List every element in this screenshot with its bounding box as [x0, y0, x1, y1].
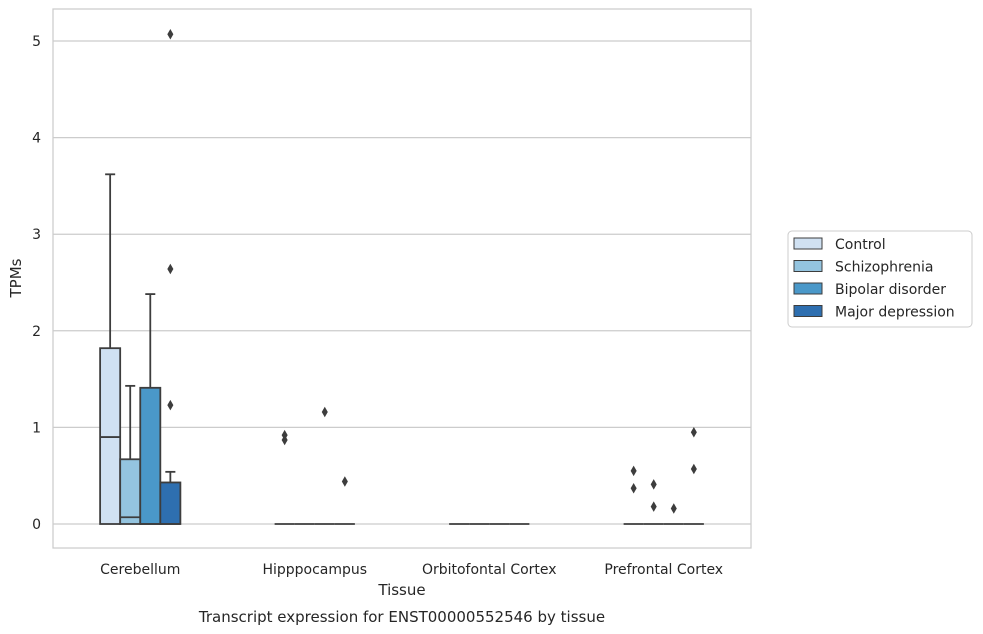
outlier-point	[281, 429, 288, 441]
y-tick-label: 3	[32, 227, 41, 243]
box-major-depression	[683, 426, 704, 525]
outlier-point	[341, 476, 348, 487]
y-tick-label: 1	[32, 420, 41, 436]
outlier-point	[690, 426, 697, 438]
box-major-depression	[159, 28, 182, 525]
x-tick-label: Orbitofontal Cortex	[422, 562, 557, 578]
y-axis-label: TPMs	[7, 258, 25, 298]
legend-label: Major depression	[835, 305, 955, 321]
y-tick-labels: 0 1 2 3 4 5	[32, 34, 41, 533]
plot-frame	[52, 8, 752, 549]
outlier-point	[670, 503, 677, 514]
legend-swatch	[793, 282, 823, 295]
legend: Control Schizophrenia Bipolar disorder Majo…	[787, 230, 973, 328]
x-axis-label: Tissue	[377, 581, 425, 599]
legend-item: Bipolar disorder	[793, 282, 946, 298]
box-bipolar-disorder	[139, 293, 162, 525]
box-bipolar-disorder	[663, 503, 684, 525]
y-tick-label: 0	[32, 517, 41, 533]
box-body	[99, 347, 122, 525]
box-body	[159, 481, 182, 525]
legend-label: Control	[835, 237, 886, 253]
legend-label: Bipolar disorder	[835, 282, 946, 298]
x-tick-label: Hipppocampus	[262, 562, 367, 578]
outlier-point	[650, 479, 657, 490]
outlier-point	[630, 465, 637, 477]
legend-swatch	[793, 237, 823, 250]
legend-item: Major depression	[793, 305, 955, 321]
outlier-point	[630, 483, 637, 494]
outlier-point	[690, 463, 697, 475]
legend-swatch	[793, 305, 823, 317]
x-tick-label: Prefrontal Cortex	[604, 562, 723, 578]
x-tick-labels: Cerebellum Hipppocampus Orbitofontal Corte…	[100, 562, 723, 578]
boxes	[99, 28, 704, 525]
legend-item: Control	[793, 237, 886, 253]
chart-caption: Transcript expression for ENST0000055254…	[198, 608, 605, 626]
box-bipolar-disorder	[314, 406, 335, 525]
outlier-point	[167, 28, 174, 40]
legend-label: Schizophrenia	[835, 260, 933, 276]
box-schizophrenia	[643, 479, 664, 525]
x-tick-label: Cerebellum	[100, 562, 180, 578]
box-control	[623, 465, 644, 525]
box-body	[119, 458, 142, 525]
outlier-point	[167, 399, 174, 411]
y-tick-label: 2	[32, 324, 41, 340]
outlier-point	[167, 263, 174, 275]
legend-item: Schizophrenia	[793, 260, 933, 276]
box-control	[99, 173, 122, 525]
box-major-depression	[334, 476, 355, 525]
legend-frame	[787, 230, 973, 328]
outlier-point	[321, 406, 328, 418]
y-tick-label: 4	[32, 131, 41, 147]
box-control	[274, 429, 295, 525]
outlier-point	[650, 501, 657, 512]
y-tick-label: 5	[32, 34, 41, 50]
box-schizophrenia	[119, 384, 142, 525]
legend-swatch	[793, 260, 823, 272]
box-body	[139, 386, 162, 525]
